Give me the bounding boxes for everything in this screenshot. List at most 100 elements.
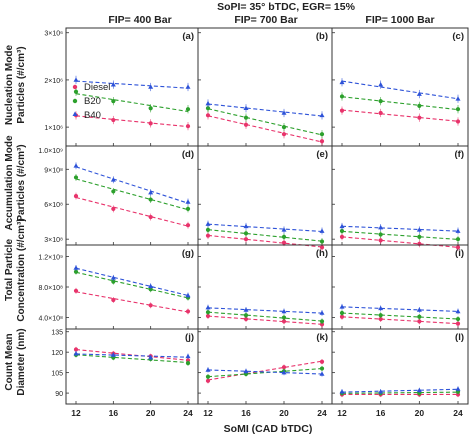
- panel-3-2-b20-point-2: [243, 313, 249, 318]
- y-tick-label-row4-3: 120: [51, 350, 63, 357]
- panel-4-2-diesel-point-1: [205, 378, 211, 383]
- panel-3-3-b20-fit-line: [341, 312, 459, 320]
- panel-4-2-b20-point-4: [319, 366, 325, 371]
- panel-3-1: (g): [65, 244, 199, 330]
- panel-2-1-b20-point-1: [73, 175, 79, 180]
- panel-1-2-diesel-point-2: [243, 122, 249, 127]
- panel-1-2-b40-point-2: [243, 105, 249, 111]
- panel-3-1-b20-point-3: [148, 287, 153, 292]
- panel-2-1-b40-point-4: [185, 199, 191, 204]
- panel-1-3-b40-point-1: [339, 79, 345, 85]
- column-title-1: FIP= 400 Bar: [108, 14, 171, 26]
- panel-2-3-b20-point-2: [378, 232, 383, 237]
- panel-4-1-b40-fit-line: [75, 353, 189, 358]
- panel-2-1: (d): [65, 145, 199, 246]
- panel-1-2-diesel-fit-line: [207, 115, 323, 143]
- panel-2-3-b40-point-2: [378, 224, 384, 230]
- panel-2-3: (f): [331, 145, 469, 251]
- panel-4-3-letter: (l): [455, 332, 464, 343]
- panel-1-1-b20-point-2: [111, 99, 116, 104]
- panel-4-3-b40-fit-line: [341, 388, 459, 393]
- panel-2-1-diesel-point-1: [73, 193, 79, 199]
- panel-1-1-b20-fit-line: [75, 93, 189, 113]
- panel-4-2-b40-point-1: [205, 367, 211, 372]
- panel-4-2-b20-fit-line: [207, 367, 323, 378]
- panel-2-3-diesel-point-4: [455, 245, 461, 250]
- panel-4-2-b40-point-3: [281, 370, 287, 375]
- panel-2-3-b40-fit-line: [341, 225, 459, 232]
- column-title-3: FIP= 1000 Bar: [365, 14, 434, 26]
- panel-2-1-b20-point-4: [185, 206, 191, 211]
- panel-4-2-diesel-point-4: [319, 359, 325, 364]
- panel-2-2-diesel-point-4: [319, 245, 325, 250]
- panel-2-2-b40-point-2: [243, 223, 249, 229]
- row-label-1-line-2: Particles (#/cm³): [16, 46, 27, 123]
- panel-2-1-b40-point-3: [148, 189, 154, 195]
- panel-3-2-letter: (h): [316, 248, 328, 259]
- panel-1-3-b20-point-1: [339, 94, 345, 99]
- panel-3-1-b20-point-1: [73, 269, 79, 274]
- panel-1-2-b20-point-4: [319, 132, 325, 137]
- panel-3-1-b40-point-2: [110, 275, 116, 280]
- panel-4-2: (k) 12 16 20 24: [197, 328, 333, 418]
- panel-3-3-letter: (i): [455, 248, 464, 259]
- y-tick-label-row3-2: 8.0×10⁸: [38, 285, 63, 292]
- panel-4-3-x-tick-label-4: 24: [453, 408, 463, 418]
- panel-2-2-diesel-point-2: [243, 237, 249, 242]
- panel-1-1-b40-point-2: [110, 82, 116, 87]
- panel-4-2-x-tick-label-2: 16: [241, 408, 251, 418]
- panel-2-3-letter: (f): [455, 149, 465, 160]
- legend-label-diesel: Diesel: [84, 82, 110, 93]
- y-tick-label-row3-1: 4.0×10⁸: [38, 316, 63, 323]
- panel-2-3-b40-point-4: [455, 228, 461, 233]
- super-title: SoPI= 35° bTDC, EGR= 15%: [217, 1, 355, 13]
- panel-4-2-diesel-fit-line: [207, 360, 323, 381]
- panel-4-2-b20-point-1: [205, 374, 211, 379]
- panel-1-2-b20-point-2: [243, 115, 249, 120]
- legend: Diesel B20 B40: [72, 82, 110, 121]
- panel-1-2-diesel-point-1: [205, 113, 211, 118]
- x-axis-label: SoMI (CAD bTDC): [224, 423, 313, 435]
- panel-3-3-diesel-point-2: [378, 316, 383, 322]
- panel-1-3-b20-point-2: [378, 99, 383, 104]
- legend-marker-diesel: [72, 84, 78, 90]
- panel-3-3: (i): [331, 244, 469, 330]
- panel-1-2-frame: [197, 27, 333, 147]
- panel-4-2-diesel-point-3: [281, 365, 287, 370]
- panel-1-1-b40-point-1: [73, 77, 79, 82]
- panel-4-1-b40-point-2: [110, 352, 116, 357]
- y-tick-label-row1-3: 3×10⁶: [44, 31, 63, 38]
- column-title-2: FIP= 700 Bar: [234, 14, 297, 26]
- y-tick-label-row4-4: 135: [51, 330, 63, 337]
- panel-3-2-b40-point-4: [319, 310, 325, 315]
- row-label-3-line-1: Total Particle: [4, 239, 15, 301]
- panel-3-1-diesel-fit-line: [75, 291, 189, 313]
- y-tick-label-row1-2: 2×10⁶: [44, 78, 63, 85]
- panel-4-3-b40-point-4: [455, 386, 461, 391]
- panel-2-3-diesel-point-1: [339, 234, 345, 239]
- panel-4-1-b20-point-4: [185, 360, 191, 366]
- panel-4-3-b40-point-1: [339, 389, 345, 394]
- row-label-4-line-1: Count Mean: [4, 333, 15, 390]
- panel-2-3-b20-point-4: [455, 237, 461, 242]
- panel-1-2: (b): [197, 27, 333, 147]
- panel-2-1-b20-point-2: [111, 189, 116, 194]
- row-label-2-line-1: Accumulation Mode: [4, 135, 15, 230]
- panel-4-3-x-tick-label-1: 12: [337, 408, 347, 418]
- panel-1-1-b20-point-3: [148, 106, 153, 111]
- panel-1-2-b40-fit-line: [207, 103, 323, 117]
- panel-1-3-diesel-fit-line: [341, 109, 459, 122]
- panel-4-1-diesel-point-1: [73, 347, 79, 352]
- panel-3-3-diesel-point-1: [339, 314, 345, 319]
- panel-4-1-x-tick-label-4: 24: [183, 408, 193, 418]
- panel-4-1: (j) 12 16 20 24: [65, 328, 199, 418]
- panel-2-1-diesel-point-2: [111, 206, 116, 211]
- y-tick-label-row2-1: 3×10⁸: [44, 237, 63, 244]
- panel-4-1-x-tick-label-3: 20: [146, 408, 156, 418]
- y-tick-label-row3-3: 1.2×10⁹: [38, 254, 63, 261]
- panel-4-3-x-tick-label-2: 16: [376, 408, 386, 418]
- panel-1-3-diesel-point-2: [378, 110, 383, 116]
- panel-3-1-b40-point-3: [148, 283, 154, 289]
- panel-4-1-frame: [65, 328, 199, 405]
